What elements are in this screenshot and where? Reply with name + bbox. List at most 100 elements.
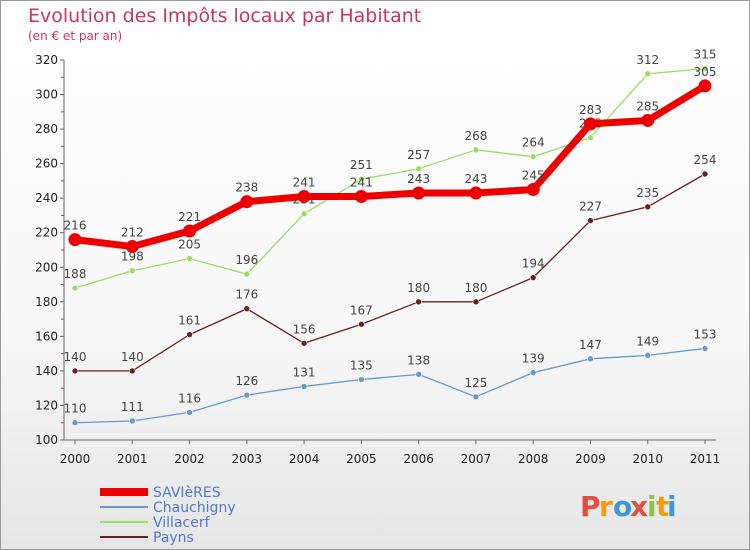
data-point [644,70,652,78]
data-label: 235 [636,186,659,200]
y-tick-label: 140 [35,364,58,378]
logo-letter: i [667,490,677,523]
data-label: 180 [464,281,487,295]
data-point [701,170,709,178]
proxiti-logo: Pr oxi ti [580,490,677,523]
x-tick-label: 2008 [518,452,549,466]
data-point [469,186,483,200]
data-point [128,417,136,425]
data-point [644,203,652,211]
y-tick-label: 240 [35,191,58,205]
data-label: 241 [293,175,316,189]
data-label: 167 [350,303,373,317]
data-point [529,153,537,161]
series-line [75,173,706,372]
x-tick-label: 2010 [632,452,663,466]
data-point [358,175,365,183]
series-line [74,347,706,424]
data-point [641,113,655,127]
data-point [186,331,193,338]
data-label: 268 [464,129,487,143]
logo-letter: r [599,490,613,523]
data-label: 285 [636,99,659,113]
x-tick-label: 2006 [403,452,434,466]
series-savières: 216 212 221 238 241 241 243 243 245 283 285 305 [64,65,717,254]
logo-letter: t [656,490,669,523]
data-point [240,195,254,209]
data-point [698,79,712,93]
series-line [74,67,706,289]
data-point [415,298,422,306]
data-point [354,189,368,203]
data-label: 156 [293,322,316,336]
series-villacerf: 188198205196231251257268264275312315 [64,48,717,292]
x-tick-label: 2005 [346,452,377,466]
data-label: 125 [464,376,487,390]
logo-letter: o [613,490,632,523]
legend-label: Chauchigny [153,500,236,516]
data-point [701,345,709,352]
data-label: 196 [235,253,258,267]
data-point [701,65,709,72]
data-point [415,165,422,173]
data-label: 140 [121,350,144,364]
data-label: 243 [407,172,430,186]
data-point [186,255,193,262]
data-point [71,419,79,427]
x-tick-label: 2009 [575,452,606,466]
data-label: 126 [235,374,258,388]
x-tick-label: 2007 [461,452,492,466]
data-point [415,371,422,378]
data-point [243,270,251,278]
series-line [74,82,707,251]
y-tick-label: 220 [35,226,58,240]
data-label: 116 [178,391,201,405]
data-label: 149 [636,334,659,348]
data-label: 180 [407,281,430,295]
data-label: 110 [64,402,87,416]
data-point [358,320,365,328]
data-label: 176 [235,288,258,302]
x-tick-label: 2004 [289,452,320,466]
data-point [243,305,251,313]
data-point [472,393,480,401]
data-label: 161 [178,314,201,328]
y-tick-label: 160 [35,329,58,343]
x-tick-label: 2003 [232,452,263,466]
x-tick-label: 2000 [60,452,91,466]
data-point [183,224,197,238]
data-label: 251 [350,158,373,172]
data-label: 315 [694,48,717,62]
y-tick-label: 120 [35,398,58,412]
data-label: 194 [522,257,545,271]
data-point [587,134,594,142]
data-label: 216 [64,219,87,233]
data-point [587,355,594,363]
y-tick-label: 300 [35,88,58,102]
data-label: 138 [407,353,430,367]
y-tick-label: 280 [35,122,58,136]
data-label: 257 [407,148,430,162]
data-point [186,409,193,416]
y-tick-label: 320 [35,53,58,67]
y-tick-label: 180 [35,295,58,309]
data-label: 131 [293,365,316,379]
data-label: 312 [636,53,659,67]
data-point [583,117,597,131]
data-label: 147 [579,338,602,352]
chart-title: Evolution des Impôts locaux par Habitant [28,5,421,27]
y-tick-label: 260 [35,157,58,171]
data-point [128,267,136,275]
data-point [71,284,79,292]
data-label: 188 [64,267,87,281]
series-chauchigny: 110 111 116 126 131 135 138 125 139 147 149 153 [64,327,716,427]
data-label: 254 [694,153,717,167]
data-point [128,367,136,375]
data-point [472,146,480,154]
data-label: 305 [694,65,717,79]
data-label: 111 [121,400,144,414]
logo-letter: P [580,490,601,523]
y-tick-label: 200 [35,260,58,274]
data-label: 245 [522,169,545,183]
